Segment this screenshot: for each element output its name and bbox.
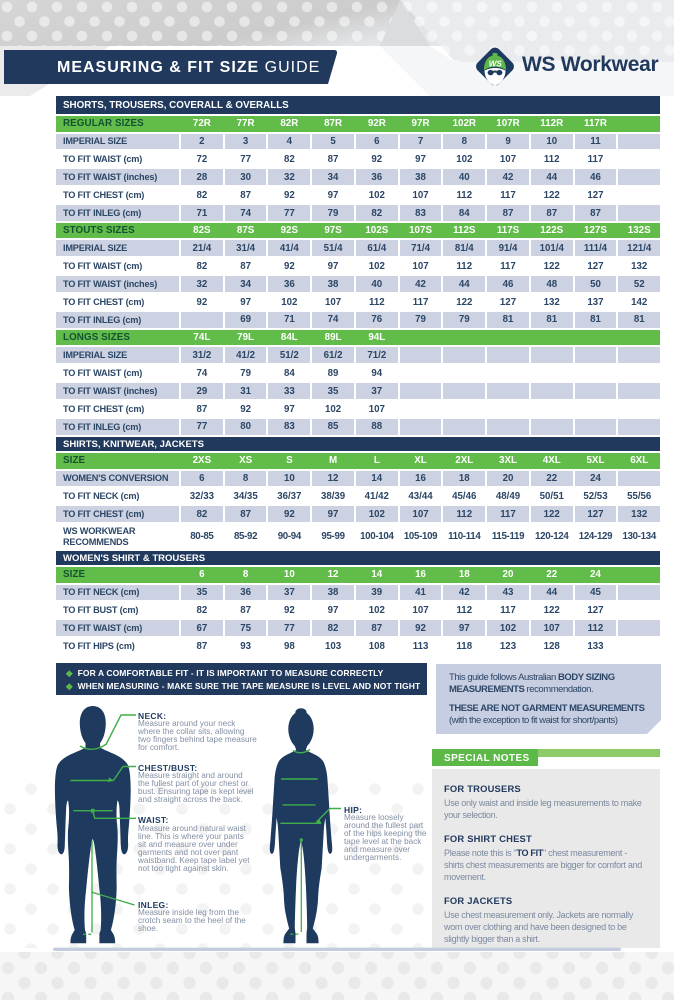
- svg-text:WS: WS: [489, 59, 503, 68]
